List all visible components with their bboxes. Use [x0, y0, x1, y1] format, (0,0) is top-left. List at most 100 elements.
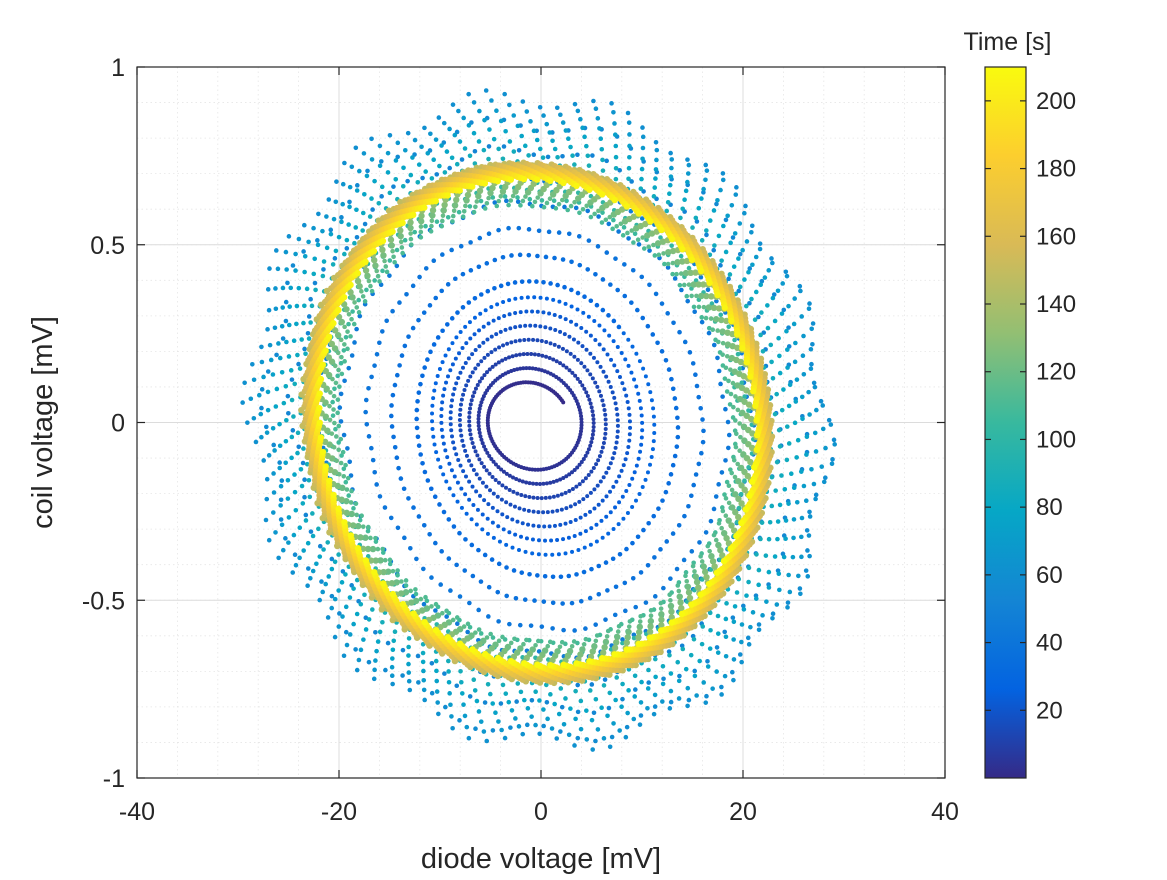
data-point: [401, 648, 406, 653]
data-point: [586, 394, 590, 398]
data-point: [729, 392, 734, 397]
data-point: [646, 382, 650, 386]
data-point: [463, 197, 469, 203]
data-point: [382, 259, 387, 264]
data-point: [616, 429, 620, 433]
data-point: [435, 689, 440, 694]
data-point: [624, 639, 630, 645]
data-point: [479, 292, 484, 297]
data-point: [380, 329, 385, 334]
data-point: [685, 704, 690, 709]
data-point: [529, 623, 534, 628]
data-point: [332, 386, 337, 391]
data-point: [567, 335, 571, 339]
data-point: [357, 310, 362, 315]
data-point: [661, 676, 666, 681]
data-point: [777, 428, 782, 433]
data-point: [731, 637, 736, 642]
data-point: [524, 310, 528, 314]
data-point: [798, 586, 803, 591]
data-point: [764, 553, 769, 558]
data-point: [559, 574, 564, 579]
data-point: [429, 229, 434, 234]
data-point: [519, 493, 523, 497]
data-point: [557, 552, 561, 556]
data-point: [814, 408, 819, 413]
data-point: [473, 316, 477, 320]
data-point: [431, 258, 436, 263]
data-point: [462, 444, 466, 448]
data-point: [604, 422, 608, 426]
data-point: [297, 237, 302, 242]
data-point: [340, 580, 345, 585]
data-point: [579, 599, 584, 604]
data-point: [706, 287, 711, 292]
data-point: [783, 536, 788, 541]
data-point: [694, 472, 699, 477]
data-point: [601, 277, 606, 282]
data-point: [302, 477, 307, 482]
data-point: [807, 306, 812, 311]
data-point: [516, 124, 521, 129]
data-point: [336, 552, 341, 557]
data-point: [342, 342, 347, 347]
data-point: [393, 177, 398, 182]
data-point: [336, 351, 341, 356]
data-point: [493, 258, 498, 263]
data-point: [677, 674, 682, 679]
data-point: [477, 344, 481, 348]
data-point: [625, 725, 630, 730]
data-point: [401, 165, 406, 170]
data-point: [581, 344, 585, 348]
data-point: [677, 330, 682, 335]
data-point: [284, 319, 289, 324]
data-point: [691, 361, 696, 366]
data-point: [453, 475, 457, 479]
data-point: [419, 224, 424, 229]
data-point: [777, 571, 782, 576]
data-point: [422, 688, 427, 693]
data-point: [651, 447, 655, 451]
data-point: [541, 724, 546, 729]
data-point: [674, 406, 679, 411]
data-point: [376, 274, 381, 279]
data-point: [692, 305, 697, 310]
data-point: [289, 456, 294, 461]
data-point: [496, 524, 500, 528]
data-point: [395, 455, 400, 460]
data-point: [587, 163, 592, 168]
data-point: [504, 565, 509, 570]
data-point: [300, 484, 305, 489]
data-point: [362, 593, 367, 598]
data-point: [500, 635, 505, 640]
data-point: [819, 464, 824, 469]
data-point: [359, 289, 364, 294]
data-point: [293, 268, 298, 273]
data-point: [477, 109, 482, 114]
data-point: [768, 520, 773, 525]
data-point: [481, 481, 485, 485]
data-point: [417, 275, 422, 280]
data-point: [459, 487, 463, 491]
data-point: [639, 570, 644, 575]
data-point: [345, 246, 350, 251]
data-point: [563, 696, 568, 701]
data-point: [592, 212, 597, 217]
data-point: [639, 177, 644, 182]
data-point: [690, 225, 695, 230]
data-point: [535, 573, 540, 578]
data-point: [704, 530, 709, 535]
data-point: [652, 555, 657, 560]
data-point: [576, 291, 581, 296]
data-point: [601, 308, 606, 313]
data-point: [548, 640, 553, 645]
data-point: [600, 650, 606, 656]
data-point: [764, 599, 769, 604]
data-point: [650, 455, 654, 459]
data-point: [295, 304, 300, 309]
data-point: [691, 564, 696, 569]
data-point: [541, 707, 546, 712]
data-point: [611, 390, 615, 394]
data-point: [530, 551, 534, 555]
data-point: [365, 174, 370, 179]
